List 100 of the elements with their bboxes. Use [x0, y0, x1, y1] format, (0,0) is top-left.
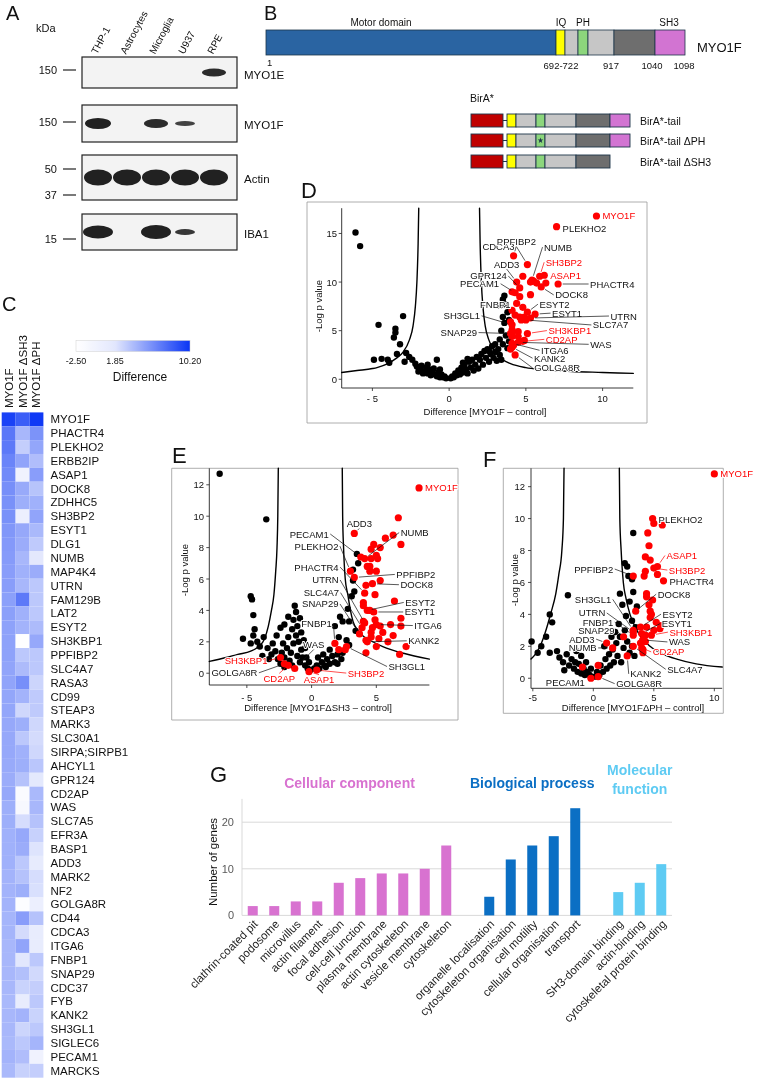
annotation: SH3GL1 — [443, 310, 481, 322]
annotation: NUMB — [544, 241, 572, 253]
text: 917 — [603, 59, 619, 71]
y-tick-label: CDCA3 — [50, 926, 90, 939]
y-tick-label: ERBB2IP — [50, 454, 100, 467]
y-tick-label: DOCK8 — [50, 482, 91, 495]
y-tick-label: SLC4A7 — [50, 662, 94, 675]
annotation: WAS — [590, 338, 612, 350]
y-axis-title: -Log p value — [508, 553, 520, 607]
annotation: FNBP1 — [582, 616, 614, 628]
y-axis-title: Number of genes — [207, 817, 219, 907]
y-tick-label: MARCKS — [50, 1064, 101, 1077]
chart-title: G — [210, 762, 228, 787]
y-tick-label: EFR3A — [50, 829, 88, 842]
x-axis-title: Difference [MYO1FΔSH3 – control] — [244, 702, 392, 713]
text: BirA*-tail ΔSH3 — [640, 156, 712, 168]
color-bar-label: 1.85 — [106, 356, 124, 366]
annotation: ESYT2 — [405, 596, 436, 608]
text: MYO1F — [697, 39, 742, 55]
y-tick-label: GPR124 — [50, 773, 96, 786]
y-tick-label: 20 — [221, 816, 234, 829]
text: 150 — [38, 64, 57, 76]
x-tick-label: 10 — [709, 692, 720, 703]
y-tick-label: ITGA6 — [50, 940, 84, 953]
y-tick-label: FYB — [50, 995, 74, 1008]
y-tick-label: MAP4K4 — [50, 565, 97, 578]
text: BirA*-tail — [640, 115, 681, 127]
y-tick-label: 10 — [221, 862, 234, 875]
annotation: ESYT2 — [539, 298, 570, 310]
legend-label: CD2AP — [263, 672, 296, 684]
y-tick-label: PLEKHO2 — [50, 441, 104, 454]
annotation: WAS — [668, 636, 691, 648]
annotation: KANK2 — [408, 635, 440, 647]
text: 692-722 — [543, 59, 579, 71]
text: BirA* — [470, 92, 494, 104]
y-tick-label: CDC37 — [50, 981, 89, 994]
y-tick-label: 4 — [519, 608, 525, 620]
y-tick-label: MARK2 — [50, 870, 91, 883]
annotation: PPFIBP2 — [574, 563, 614, 575]
text: MYO1F — [244, 119, 284, 131]
annotation: SH3GL1 — [388, 661, 425, 673]
y-tick-label: GOLGA8R — [50, 898, 107, 911]
y-tick-label: 0 — [198, 667, 204, 679]
annotation: SLC4A7 — [667, 663, 703, 675]
y-axis-title: -Log p value — [312, 279, 324, 333]
y-tick-label: 12 — [193, 479, 204, 491]
annotation: UTRN — [578, 607, 606, 619]
annotation: SLC7A7 — [592, 319, 629, 331]
text: B — [264, 2, 278, 24]
text: Molecular function — [607, 762, 673, 797]
annotation: PECAM1 — [545, 676, 585, 688]
x-tick-label: 5 — [373, 691, 379, 703]
y-tick-label: FNBP1 — [50, 953, 88, 966]
x-tick-label: MYO1F ΔSH3 — [16, 335, 29, 408]
y-tick-label: DLG1 — [50, 538, 81, 551]
annotation: PLEKHO2 — [562, 223, 607, 235]
y-tick-label: 2 — [519, 640, 525, 652]
x-tick-label: 5 — [651, 692, 657, 703]
y-tick-label: LAT2 — [50, 607, 78, 620]
annotation: ESYT2 — [662, 608, 693, 620]
y-tick-label: NF2 — [50, 884, 73, 897]
series-label: MYO1F — [720, 468, 754, 480]
y-tick-label: ZDHHC5 — [50, 496, 98, 509]
chart-title: D — [301, 178, 317, 203]
y-tick-label: SH3GL1 — [50, 1023, 95, 1036]
annotation: PHACTR4 — [590, 278, 635, 290]
y-tick-label: SNAP29 — [50, 967, 95, 980]
y-tick-label: CD44 — [50, 912, 81, 925]
y-tick-label: STEAP3 — [50, 704, 95, 717]
annotation: ESYT1 — [552, 307, 583, 319]
x-tick-label: 0 — [590, 692, 596, 703]
y-tick-label: 10 — [514, 513, 525, 525]
y-tick-label: 0 — [519, 672, 525, 684]
text: kDa — [36, 22, 57, 34]
text: 1098 — [673, 59, 695, 71]
chart-title: C — [2, 293, 17, 315]
annotation: DOCK8 — [555, 289, 588, 301]
y-tick-label: ASAP1 — [50, 468, 88, 481]
series-label: MYO1F — [425, 482, 458, 494]
text: 37 — [44, 189, 57, 201]
color-bar-title: Difference — [112, 370, 168, 384]
y-tick-label: PHACTR4 — [50, 427, 105, 440]
annotation: NUMB — [400, 527, 429, 539]
y-tick-label: CD99 — [50, 690, 80, 703]
y-tick-label: SIGLEC6 — [50, 1037, 100, 1050]
annotation: PECAM1 — [289, 528, 329, 540]
y-tick-label: 0 — [227, 909, 234, 922]
y-tick-label: UTRN — [50, 579, 83, 592]
color-bar-label: -2.50 — [65, 356, 87, 366]
y-tick-label: ESYT1 — [50, 524, 87, 537]
annotation: NUMB — [568, 642, 597, 654]
x-tick-label: 0 — [308, 691, 315, 703]
y-tick-label: 10 — [326, 276, 337, 288]
annotation: PLEKHO2 — [658, 514, 703, 526]
chart-title: E — [172, 443, 187, 468]
category-label: RPE — [205, 31, 225, 56]
x-tick-label: MYO1F — [2, 368, 15, 408]
y-tick-label: PECAM1 — [50, 1050, 98, 1063]
annotation: KANK2 — [630, 668, 662, 680]
text: Cellular component — [284, 775, 416, 791]
